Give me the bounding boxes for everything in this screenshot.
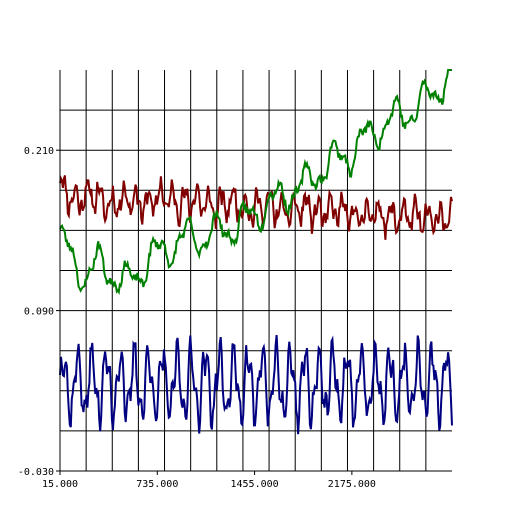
series-line-1 — [59, 175, 453, 240]
tick-labels: -0.030 0.090 0.210 15.000 735.000 1455.000 217… — [18, 146, 376, 490]
y-tick-label: 0.090 — [24, 307, 54, 318]
x-tick-label: 15.000 — [42, 479, 78, 490]
axes — [56, 70, 452, 475]
x-tick-label: 735.000 — [136, 479, 178, 490]
series-line-3 — [59, 335, 453, 435]
y-tick-label: -0.030 — [18, 467, 54, 478]
y-tick-label: 0.210 — [24, 146, 54, 157]
series-line-2 — [59, 69, 452, 296]
plot-series — [59, 69, 453, 435]
x-tick-label: 2175.000 — [328, 479, 376, 490]
x-tick-label: 1455.000 — [230, 479, 278, 490]
